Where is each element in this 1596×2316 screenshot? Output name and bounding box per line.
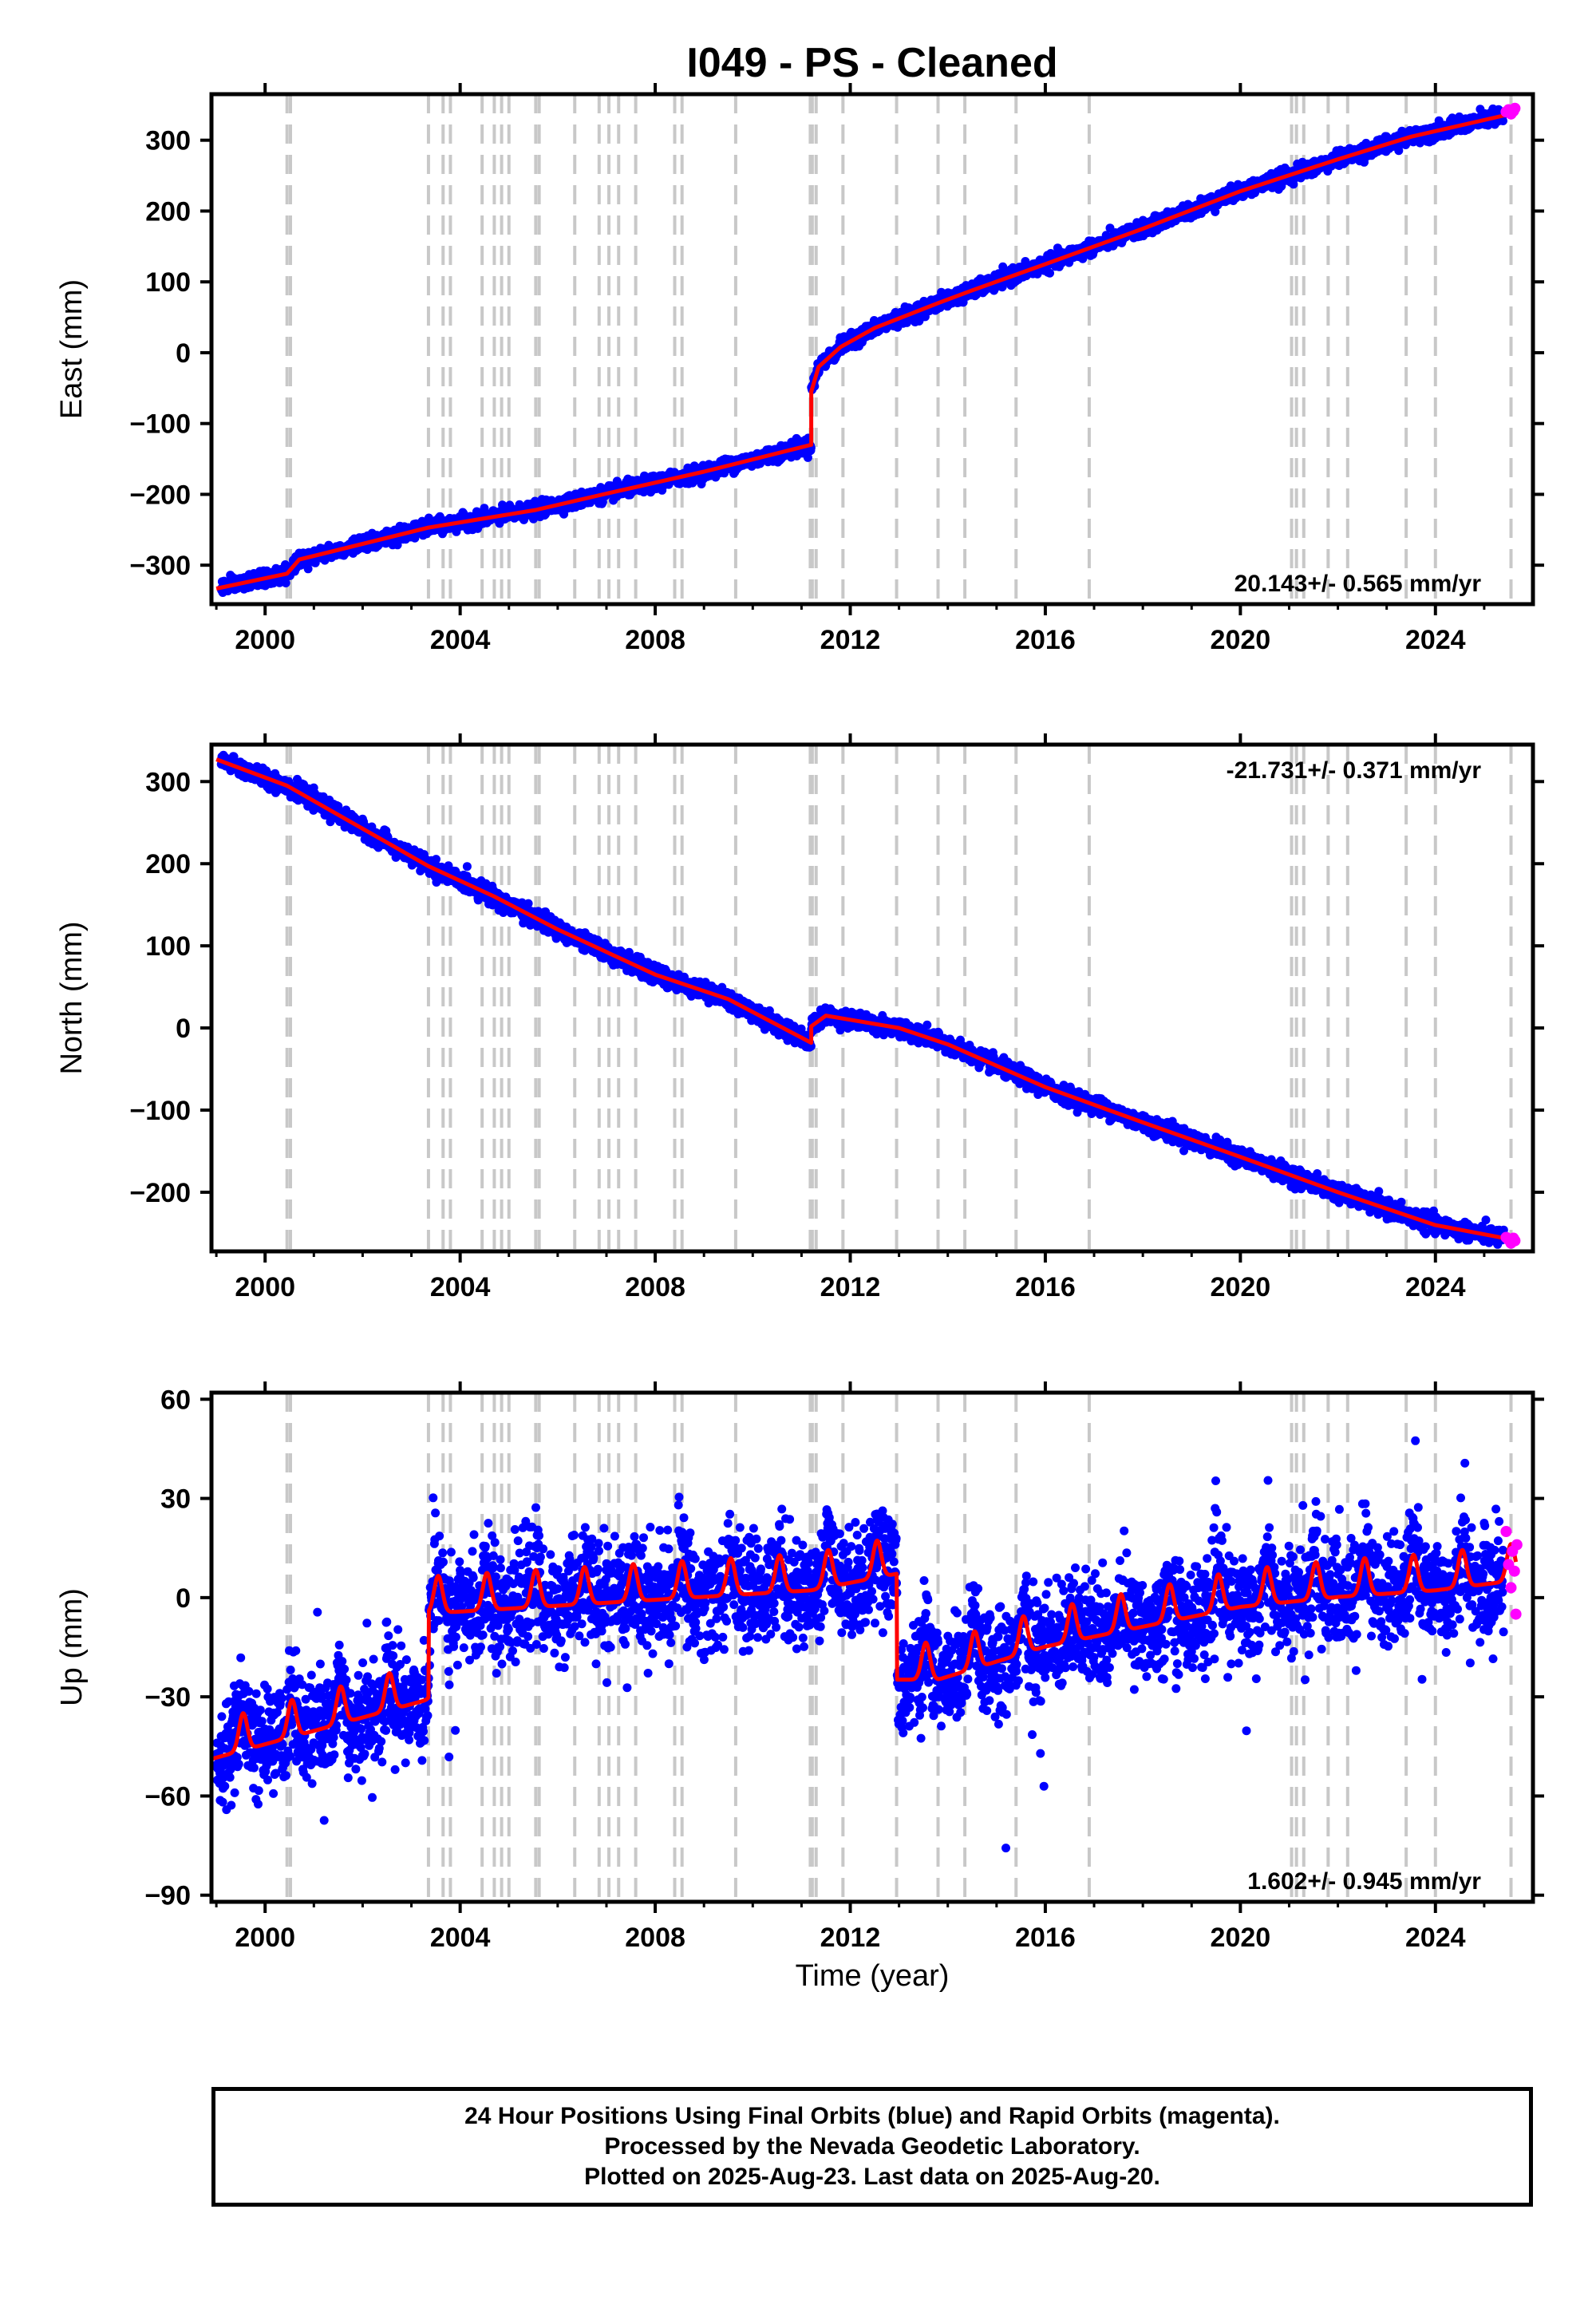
north-y-tick-label: 200 bbox=[145, 849, 191, 879]
north-plot-area bbox=[215, 745, 1521, 1251]
east-rapid-orbit-point bbox=[1509, 102, 1521, 114]
up-x-tick-label: 2008 bbox=[625, 1923, 685, 1953]
east-x-tick-label: 2008 bbox=[625, 625, 685, 655]
up-x-tick-label: 2024 bbox=[1405, 1923, 1466, 1953]
caption-line-1: 24 Hour Positions Using Final Orbits (bl… bbox=[464, 2103, 1280, 2129]
north-model-line bbox=[215, 757, 1515, 1243]
chart-title: I049 - PS - Cleaned bbox=[686, 40, 1057, 86]
up-y-axis-label: Up (mm) bbox=[55, 1588, 89, 1706]
east-y-tick-label: −200 bbox=[129, 480, 191, 510]
up-x-tick-label: 2016 bbox=[1015, 1923, 1076, 1953]
north-x-tick-label: 2012 bbox=[820, 1272, 881, 1302]
north-y-tick-label: 300 bbox=[145, 767, 191, 797]
east-x-tick-label: 2004 bbox=[430, 625, 491, 655]
panel-up: 2000 2004 2008 2012 2016 2020 2024 −90 −60 −30 0 30… bbox=[55, 1381, 1544, 1953]
up-y-tick-label: 0 bbox=[176, 1583, 191, 1614]
east-y-tick-label: −100 bbox=[129, 409, 191, 440]
east-x-tick-label: 2012 bbox=[820, 625, 881, 655]
north-rate-text: -21.731+/- 0.371 mm/yr bbox=[1227, 757, 1482, 784]
up-y-tick-label: −90 bbox=[144, 1881, 191, 1911]
up-y-tick-label: −60 bbox=[144, 1781, 191, 1812]
east-y-tick-label: 100 bbox=[145, 267, 191, 298]
up-final-orbit-points bbox=[211, 1436, 1508, 1853]
east-rate-text: 20.143+/- 0.565 mm/yr bbox=[1235, 571, 1482, 597]
x-axis-label: Time (year) bbox=[796, 1959, 950, 1993]
east-y-tick-label: 0 bbox=[176, 338, 191, 369]
east-y-axis-label: East (mm) bbox=[55, 279, 89, 419]
east-x-tick-label: 2000 bbox=[235, 625, 295, 655]
caption-line-3: Plotted on 2025-Aug-23. Last data on 202… bbox=[584, 2164, 1160, 2190]
up-rapid-orbit-point bbox=[1500, 1526, 1512, 1537]
north-frame bbox=[209, 742, 1535, 1254]
up-model-line bbox=[211, 1538, 1519, 1761]
up-x-tick-label: 2004 bbox=[430, 1923, 491, 1953]
north-x-tick-label: 2008 bbox=[625, 1272, 685, 1302]
panel-north: 2000 2004 2008 2012 2016 2020 2024 −200 −100 0 100… bbox=[55, 733, 1544, 1302]
north-x-tick-label: 2020 bbox=[1211, 1272, 1271, 1302]
east-y-tick-label: 300 bbox=[145, 126, 191, 156]
north-y-tick-label: −200 bbox=[129, 1178, 191, 1208]
north-rapid-orbit-point bbox=[1509, 1235, 1521, 1247]
north-x-tick-label: 2016 bbox=[1015, 1272, 1076, 1302]
up-y-tick-label: 30 bbox=[160, 1484, 191, 1515]
east-plot-area bbox=[215, 94, 1521, 604]
east-y-tick-label: 200 bbox=[145, 196, 191, 227]
up-rapid-orbit-point bbox=[1511, 1539, 1523, 1551]
up-y-tick-label: 60 bbox=[160, 1385, 191, 1415]
north-y-axis-label: North (mm) bbox=[55, 921, 89, 1074]
north-x-tick-label: 2000 bbox=[235, 1272, 295, 1302]
east-final-orbit-points bbox=[216, 104, 1508, 597]
east-x-tick-label: 2016 bbox=[1015, 625, 1076, 655]
north-y-tick-label: 100 bbox=[145, 931, 191, 962]
north-y-tick-label: 0 bbox=[176, 1014, 191, 1044]
up-rapid-orbit-point bbox=[1510, 1608, 1522, 1620]
caption-box: 24 Hour Positions Using Final Orbits (bl… bbox=[211, 2087, 1533, 2207]
up-plot-area bbox=[211, 1393, 1523, 1902]
up-rapid-orbit-point bbox=[1508, 1565, 1520, 1577]
caption-line-2: Processed by the Nevada Geodetic Laborat… bbox=[604, 2133, 1140, 2160]
up-x-tick-label: 2012 bbox=[820, 1923, 881, 1953]
up-x-tick-label: 2020 bbox=[1211, 1923, 1271, 1953]
up-y-tick-label: −30 bbox=[144, 1682, 191, 1713]
east-frame bbox=[209, 92, 1535, 607]
up-x-tick-label: 2000 bbox=[235, 1923, 295, 1953]
up-rate-text: 1.602+/- 0.945 mm/yr bbox=[1247, 1868, 1481, 1895]
north-x-tick-label: 2024 bbox=[1405, 1272, 1466, 1302]
east-x-tick-label: 2024 bbox=[1405, 625, 1466, 655]
east-model-line bbox=[215, 111, 1515, 591]
up-rapid-orbit-point bbox=[1505, 1582, 1517, 1594]
panel-east: 2000 2004 2008 2012 2016 2020 2024−300−200−100… bbox=[55, 83, 1544, 655]
north-y-tick-label: −100 bbox=[129, 1096, 191, 1126]
up-frame bbox=[209, 1390, 1535, 1904]
east-x-tick-label: 2020 bbox=[1211, 625, 1271, 655]
east-y-tick-label: −300 bbox=[129, 551, 191, 581]
north-final-orbit-points bbox=[216, 750, 1508, 1249]
north-x-tick-label: 2004 bbox=[430, 1272, 491, 1302]
